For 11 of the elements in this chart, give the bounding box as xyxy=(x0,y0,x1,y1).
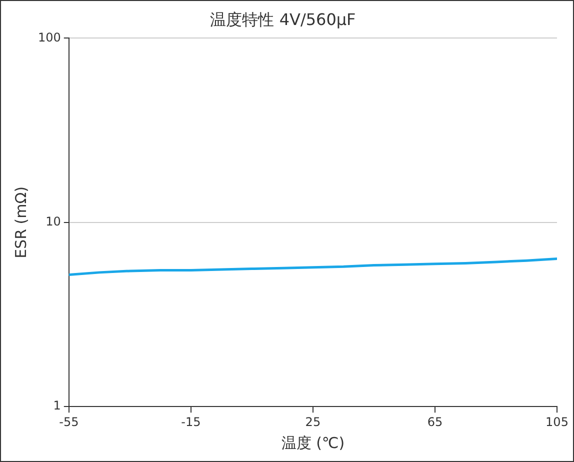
x-tick-label: -55 xyxy=(59,414,79,429)
y-tick-label: 100 xyxy=(38,30,61,44)
x-tick-label: 105 xyxy=(546,414,568,429)
x-axis-title: 温度 (℃) xyxy=(281,434,345,452)
y-tick-label: 1 xyxy=(53,398,61,413)
chart-title: 温度特性 4V/560μF xyxy=(210,10,356,29)
y-axis-title: ESR (mΩ) xyxy=(12,186,30,258)
x-tick-label: 25 xyxy=(305,414,321,429)
x-tick-label: -15 xyxy=(181,414,201,429)
y-tick-label: 10 xyxy=(46,214,61,229)
x-tick-label: 65 xyxy=(427,414,443,429)
